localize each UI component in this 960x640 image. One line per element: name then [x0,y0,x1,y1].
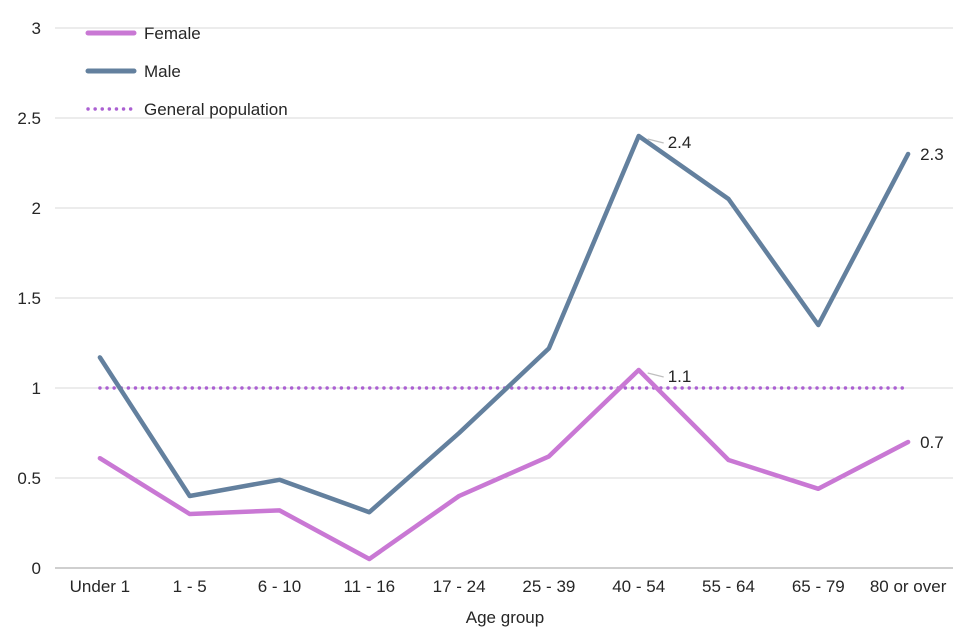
data-label: 1.1 [668,367,692,386]
x-tick-label: 55 - 64 [702,577,755,596]
x-axis-title: Age group [465,608,545,627]
male-line [97,133,911,515]
x-tick-label: 17 - 24 [433,577,486,596]
x-tick-label: 1 - 5 [173,577,207,596]
y-tick-label: 3 [32,19,41,38]
legend-label-male: Male [144,62,181,81]
female-line [97,367,911,562]
x-tick-label: 11 - 16 [343,577,395,596]
y-tick-labels: 0 0.5 1 1.5 2 2.5 3 [17,19,41,578]
legend-label-female: Female [144,24,201,43]
y-tick-label: 2 [32,199,41,218]
x-tick-label: Under 1 [70,577,130,596]
data-label: 2.3 [920,145,944,164]
legend-label-general-population: General population [144,100,288,119]
y-tick-label: 2.5 [17,109,41,128]
y-tick-label: 0 [32,559,41,578]
y-tick-label: 1.5 [17,289,41,308]
x-tick-label: 65 - 79 [792,577,845,596]
data-label: 0.7 [920,433,944,452]
x-tick-label: 80 or over [870,577,947,596]
y-tick-label: 0.5 [17,469,41,488]
legend: Female Male General population [85,24,288,119]
x-tick-label: 40 - 54 [612,577,665,596]
x-tick-label: 25 - 39 [522,577,575,596]
data-labels: 2.4 2.3 1.1 0.7 [647,133,944,452]
y-tick-label: 1 [32,379,41,398]
label-leader-line [647,372,664,378]
series-female [97,367,911,562]
label-leader-line [647,138,664,144]
series-male [97,133,911,515]
x-tick-labels: Under 1 1 - 5 6 - 10 11 - 16 17 - 24 25 - 39 4… [70,577,947,596]
x-tick-label: 6 - 10 [258,577,301,596]
data-label: 2.4 [668,133,692,152]
